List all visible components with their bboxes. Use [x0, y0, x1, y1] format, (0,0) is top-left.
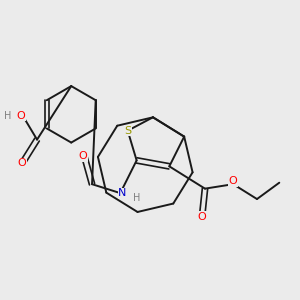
- Text: O: O: [16, 111, 25, 121]
- Text: H: H: [4, 111, 11, 121]
- Text: N: N: [118, 188, 127, 198]
- Text: O: O: [229, 176, 238, 186]
- Text: O: O: [79, 151, 88, 161]
- Text: S: S: [124, 126, 131, 136]
- Text: O: O: [198, 212, 206, 222]
- Text: O: O: [18, 158, 27, 168]
- Text: H: H: [133, 194, 140, 203]
